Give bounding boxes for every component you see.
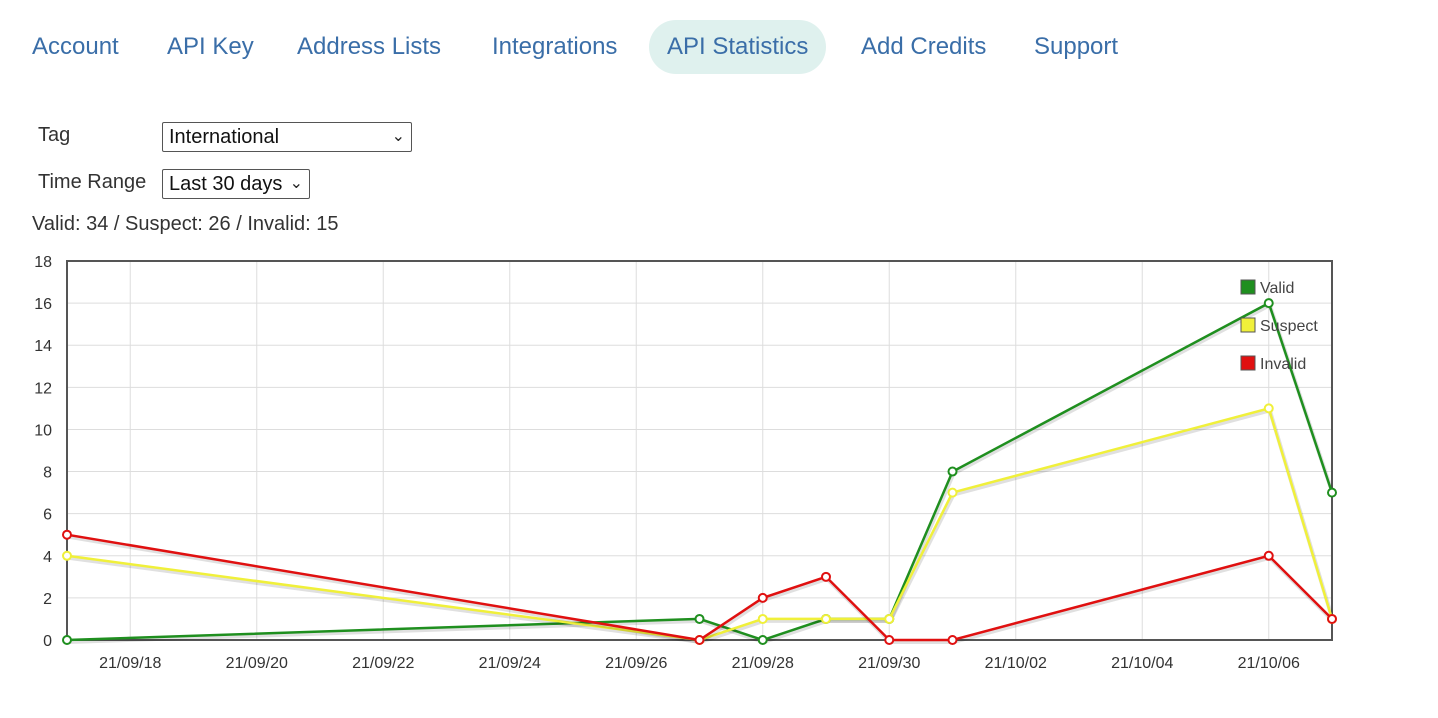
tag-select-value: International	[169, 126, 280, 148]
y-tick-label: 18	[34, 254, 52, 271]
series-line-suspect	[66, 406, 1334, 642]
tab-add-credits[interactable]: Add Credits	[861, 33, 987, 60]
time-range-select-value: Last 30 days	[169, 173, 283, 195]
tab-account[interactable]: Account	[32, 33, 119, 60]
data-point-invalid	[757, 592, 768, 603]
x-tick-label: 21/09/28	[732, 655, 794, 672]
data-point-invalid	[694, 635, 705, 645]
data-point-invalid	[947, 635, 958, 645]
series-suspect	[62, 403, 1337, 645]
data-point-invalid	[1263, 550, 1274, 561]
data-point-valid	[947, 466, 958, 477]
legend-label-suspect: Suspect	[1260, 318, 1318, 335]
series-invalid	[62, 529, 1337, 645]
y-tick-label: 8	[43, 465, 52, 482]
tab-address-lists[interactable]: Address Lists	[297, 33, 442, 60]
x-tick-label: 21/09/22	[352, 655, 414, 672]
tag-label: Tag	[38, 124, 71, 146]
x-tick-label: 21/09/24	[479, 655, 541, 672]
statistics-line-chart: 0 2 4 6 8 10 12 14 16 18 21/09/18 21/09/20 21/09/22 2…	[34, 254, 1337, 672]
data-point-valid	[757, 635, 768, 645]
data-point-suspect	[1263, 403, 1274, 414]
data-point-invalid	[884, 635, 895, 645]
data-point-suspect	[947, 487, 958, 498]
y-tick-label: 2	[43, 591, 52, 608]
invalid-count: 15	[316, 213, 339, 235]
y-tick-label: 16	[34, 296, 52, 313]
invalid-summary-label: Invalid:	[247, 213, 311, 235]
chart-legend: Valid Suspect Invalid	[1240, 279, 1318, 373]
series-shadow-valid	[67, 302, 1335, 645]
x-tick-label: 21/10/02	[985, 655, 1047, 672]
data-point-invalid	[821, 571, 831, 582]
legend-label-valid: Valid	[1260, 280, 1294, 297]
data-point-suspect	[884, 613, 895, 624]
time-range-select[interactable]: Last 30 days ⌄	[162, 169, 310, 199]
suspect-summary-label: Suspect:	[125, 213, 203, 235]
tab-api-key[interactable]: API Key	[167, 33, 254, 60]
x-tick-label: 21/09/30	[858, 655, 920, 672]
y-tick-label: 12	[34, 380, 52, 397]
top-nav: Account API Key Address Lists Integratio…	[0, 18, 1438, 76]
tag-select[interactable]: International ⌄	[162, 122, 412, 152]
y-tick-label: 6	[43, 507, 52, 524]
data-point-suspect	[757, 613, 768, 624]
series-line-invalid	[66, 533, 1333, 642]
data-point-valid	[694, 613, 705, 624]
data-point-suspect	[821, 613, 831, 624]
legend-swatch-invalid	[1240, 355, 1256, 371]
data-point-valid	[1327, 487, 1337, 498]
tab-integrations[interactable]: Integrations	[492, 33, 618, 60]
suspect-count: 26	[208, 213, 231, 235]
legend-swatch-suspect	[1240, 317, 1256, 333]
tab-support[interactable]: Support	[1034, 33, 1119, 60]
series-shadow-suspect	[67, 407, 1335, 645]
valid-count: 34	[86, 213, 109, 235]
valid-summary-label: Valid:	[32, 213, 81, 235]
x-tick-label: 21/09/20	[226, 655, 288, 672]
data-point-valid	[62, 635, 72, 645]
data-point-suspect	[62, 550, 72, 561]
x-tick-label: 21/09/18	[99, 655, 161, 672]
data-point-valid	[1263, 298, 1274, 309]
time-range-label: Time Range	[38, 171, 147, 193]
y-tick-label: 4	[43, 549, 52, 566]
legend-label-invalid: Invalid	[1260, 356, 1306, 373]
x-tick-label: 21/10/06	[1238, 655, 1300, 672]
chevron-down-icon: ⌄	[391, 128, 405, 145]
chart-grid	[67, 260, 1332, 641]
stats-summary: Valid: 34 / Suspect: 26 / Invalid: 15	[32, 213, 339, 235]
y-tick-label: 14	[34, 338, 52, 355]
data-point-invalid	[62, 529, 72, 540]
y-tick-label: 10	[34, 422, 52, 439]
data-point-invalid	[1327, 613, 1337, 624]
tab-api-statistics[interactable]: API Statistics	[649, 20, 827, 74]
legend-swatch-valid	[1240, 279, 1256, 295]
x-tick-label: 21/10/04	[1111, 655, 1173, 672]
chevron-down-icon: ⌄	[289, 175, 303, 192]
x-tick-label: 21/09/26	[605, 655, 667, 672]
y-tick-label: 0	[43, 633, 52, 650]
